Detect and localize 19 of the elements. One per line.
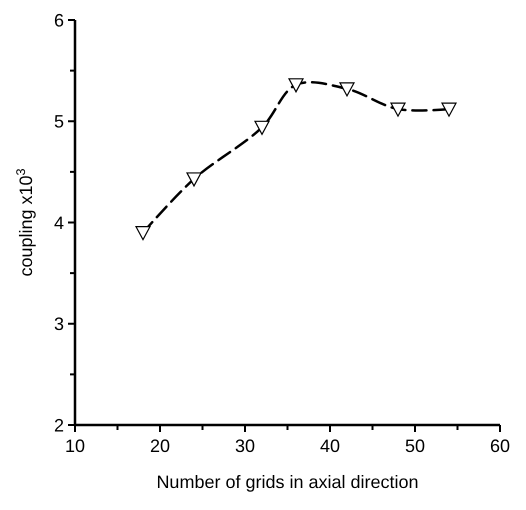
y-tick-label: 2 — [54, 415, 64, 436]
x-tick-label: 10 — [64, 436, 86, 456]
point — [135, 226, 151, 240]
x-tick-label: 50 — [404, 436, 426, 456]
x-tick-label: 30 — [234, 436, 256, 456]
y-tick-label: 3 — [54, 314, 64, 334]
point — [254, 120, 270, 135]
x-tick-label: 40 — [320, 436, 340, 456]
y-tick-label: 5 — [54, 112, 64, 132]
x-tick-label: 20 — [150, 436, 170, 456]
point — [186, 172, 202, 187]
point — [390, 102, 406, 117]
y-tick-label: 4 — [54, 212, 64, 233]
x-axis-title: Number of grids in axial direction — [156, 472, 419, 492]
point — [339, 82, 355, 96]
x-tick-label: 60 — [490, 436, 510, 456]
point — [441, 102, 457, 117]
y-tick-label: 6 — [54, 10, 64, 30]
point — [288, 78, 304, 92]
